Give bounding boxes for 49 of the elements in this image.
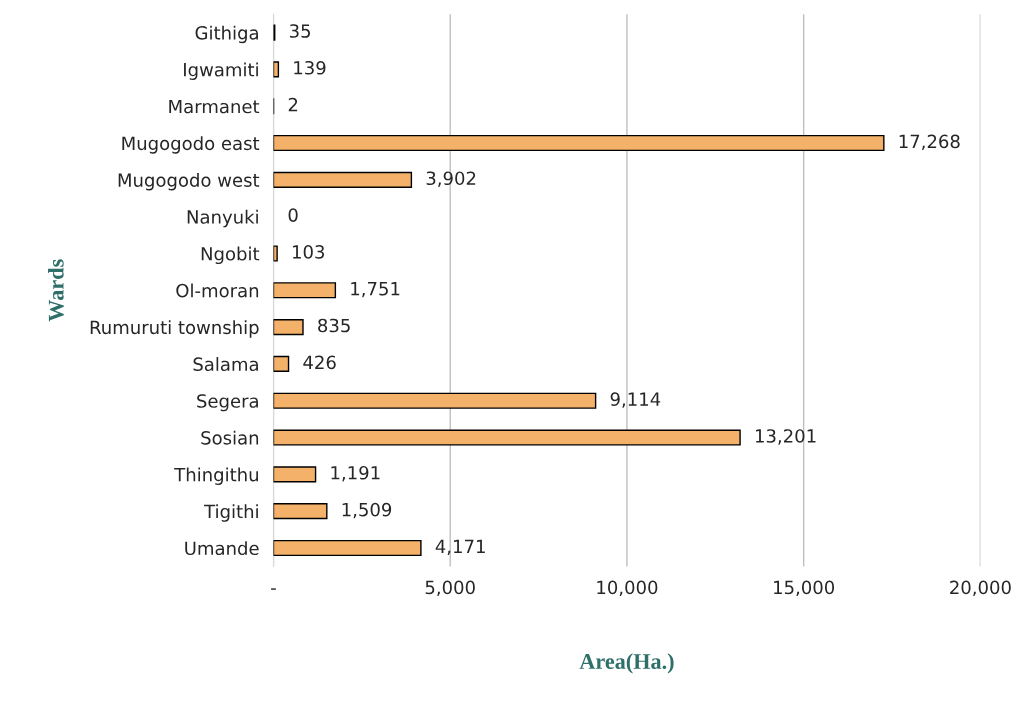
y-tick-label: Segera — [197, 394, 258, 412]
data-label: 835 — [318, 318, 350, 333]
y-tick-label: Sosian — [201, 430, 259, 445]
bar — [273, 355, 290, 372]
data-label: 3,902 — [426, 171, 476, 187]
data-label: 1,509 — [342, 502, 392, 519]
y-tick-label: Ngobit — [201, 246, 260, 265]
y-tick-label: Nanyuki — [187, 209, 258, 228]
data-label: 9,114 — [610, 392, 661, 408]
y-tick-label: Ol-moran — [176, 283, 259, 298]
y-tick-label: Igwamiti — [184, 62, 258, 80]
data-label: 0 — [288, 208, 298, 222]
bar — [273, 245, 278, 262]
x-tick-label: - — [271, 588, 276, 590]
bar — [273, 539, 422, 557]
data-label: 17,268 — [899, 134, 960, 151]
data-label: 426 — [303, 355, 336, 370]
bar — [273, 392, 597, 409]
y-tick-label: Salama — [193, 357, 258, 372]
data-label: 35 — [289, 24, 310, 38]
y-tick-label: Thingithu — [174, 467, 258, 485]
x-tick-label: 20,000 — [950, 580, 1011, 597]
data-label: 13,201 — [755, 429, 816, 445]
bar — [273, 134, 885, 152]
y-tick-label: Mugogodo east — [122, 136, 260, 154]
bar — [273, 282, 337, 299]
bar — [273, 503, 328, 520]
data-label: 103 — [292, 245, 325, 259]
x-axis-title: Area(Ha.) — [579, 653, 674, 674]
bar — [273, 319, 304, 336]
data-label: 139 — [294, 60, 326, 75]
y-tick-label: Mugogodo west — [118, 172, 260, 191]
bar — [273, 466, 317, 483]
x-tick-label: 15,000 — [774, 580, 835, 597]
y-axis-title: Wards — [48, 259, 64, 322]
y-tick-label: Marmanet — [169, 99, 260, 114]
y-tick-label: Rumuruti township — [90, 320, 259, 338]
data-label: 1,191 — [331, 465, 380, 482]
x-tick-label: 10,000 — [597, 580, 658, 597]
data-label: 1,751 — [351, 282, 400, 298]
y-tick-label: Umande — [185, 541, 259, 556]
x-tick-label: 5,000 — [425, 580, 475, 597]
bar — [273, 61, 280, 78]
data-label: 2 — [288, 97, 298, 112]
data-label: 4,171 — [435, 539, 485, 556]
y-tick-label: Githiga — [195, 25, 258, 44]
bar — [273, 171, 413, 188]
bar — [273, 429, 741, 446]
y-tick-label: Tigithi — [204, 504, 258, 522]
